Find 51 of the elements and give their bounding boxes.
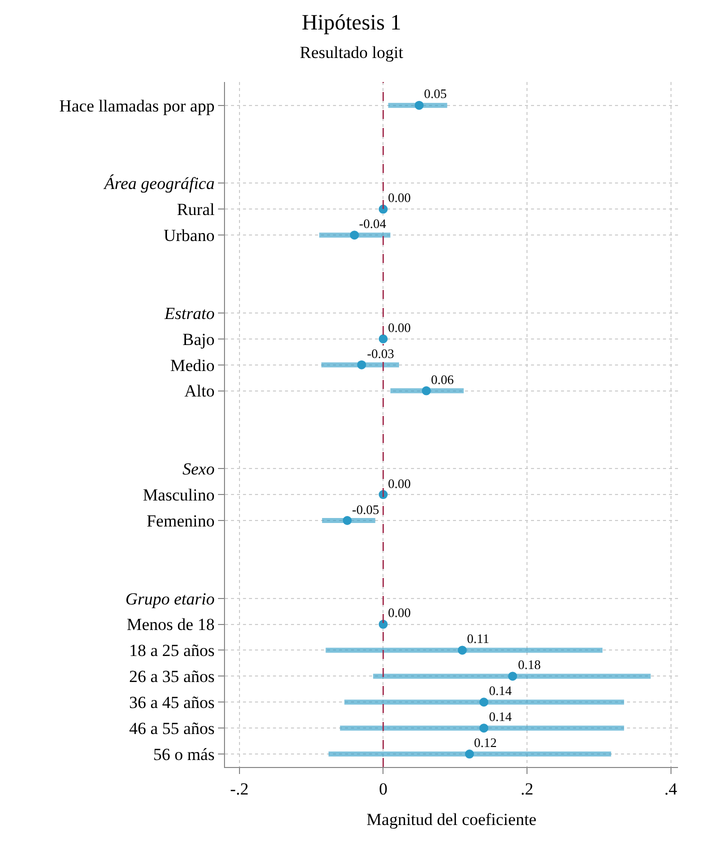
point: [414, 100, 424, 110]
y-tick-label: Menos de 18: [126, 615, 215, 634]
data-label: -0.05: [352, 502, 380, 517]
y-tick-label: Femenino: [146, 511, 215, 530]
point: [479, 698, 488, 707]
y-tick-label: Masculino: [142, 486, 215, 505]
point: [458, 646, 467, 655]
x-tick-label: .2: [520, 779, 534, 798]
y-tick-label: Urbano: [164, 226, 215, 246]
y-tick-label: Rural: [176, 200, 215, 220]
x-axis-title: Magnitud del coeficiente: [366, 810, 536, 829]
data-label: -0.04: [359, 216, 387, 231]
data-label: 0.14: [489, 683, 512, 698]
y-tick-label: 36 a 45 años: [129, 693, 215, 712]
point: [357, 360, 366, 370]
point: [350, 230, 359, 240]
y-tick-label: Sexo: [182, 460, 215, 479]
data-label: 0.00: [388, 476, 411, 491]
y-tick-label: 26 a 35 años: [129, 667, 215, 686]
y-tick-label: 56 o más: [153, 744, 215, 764]
y-tick-label: Medio: [170, 356, 215, 375]
data-label: 0.00: [388, 190, 411, 205]
y-tick-label: Alto: [184, 382, 215, 401]
data-label: 0.12: [474, 735, 497, 750]
data-label: 0.00: [388, 320, 411, 335]
data-label: 0.05: [424, 86, 447, 101]
point: [378, 334, 388, 344]
x-tick-label: -.2: [230, 779, 249, 798]
data-label: -0.03: [367, 346, 394, 361]
point: [422, 386, 431, 396]
data-label: 0.18: [518, 657, 541, 672]
y-tick-label: Área geográfica: [103, 174, 215, 194]
point: [508, 672, 518, 681]
point: [479, 724, 488, 733]
y-tick-label: Bajo: [182, 330, 215, 349]
x-tick-label: .4: [664, 779, 678, 798]
y-tick-label: Hace llamadas por app: [59, 96, 215, 116]
chart-subtitle: Resultado logit: [300, 43, 404, 62]
y-tick-label: 46 a 55 años: [129, 719, 215, 738]
point: [464, 750, 474, 759]
y-tick-label: 18 a 25 años: [129, 641, 215, 660]
data-label: 0.14: [489, 709, 512, 724]
y-tick-label: Estrato: [164, 304, 215, 323]
data-label: 0.11: [467, 631, 490, 646]
chart-title: Hipótesis 1: [302, 9, 402, 34]
x-tick-label: 0: [378, 779, 388, 798]
point: [378, 620, 388, 629]
data-label: 0.06: [431, 372, 454, 387]
y-tick-label: Grupo etario: [125, 589, 215, 608]
data-label: 0.00: [388, 605, 411, 620]
point: [342, 516, 352, 525]
